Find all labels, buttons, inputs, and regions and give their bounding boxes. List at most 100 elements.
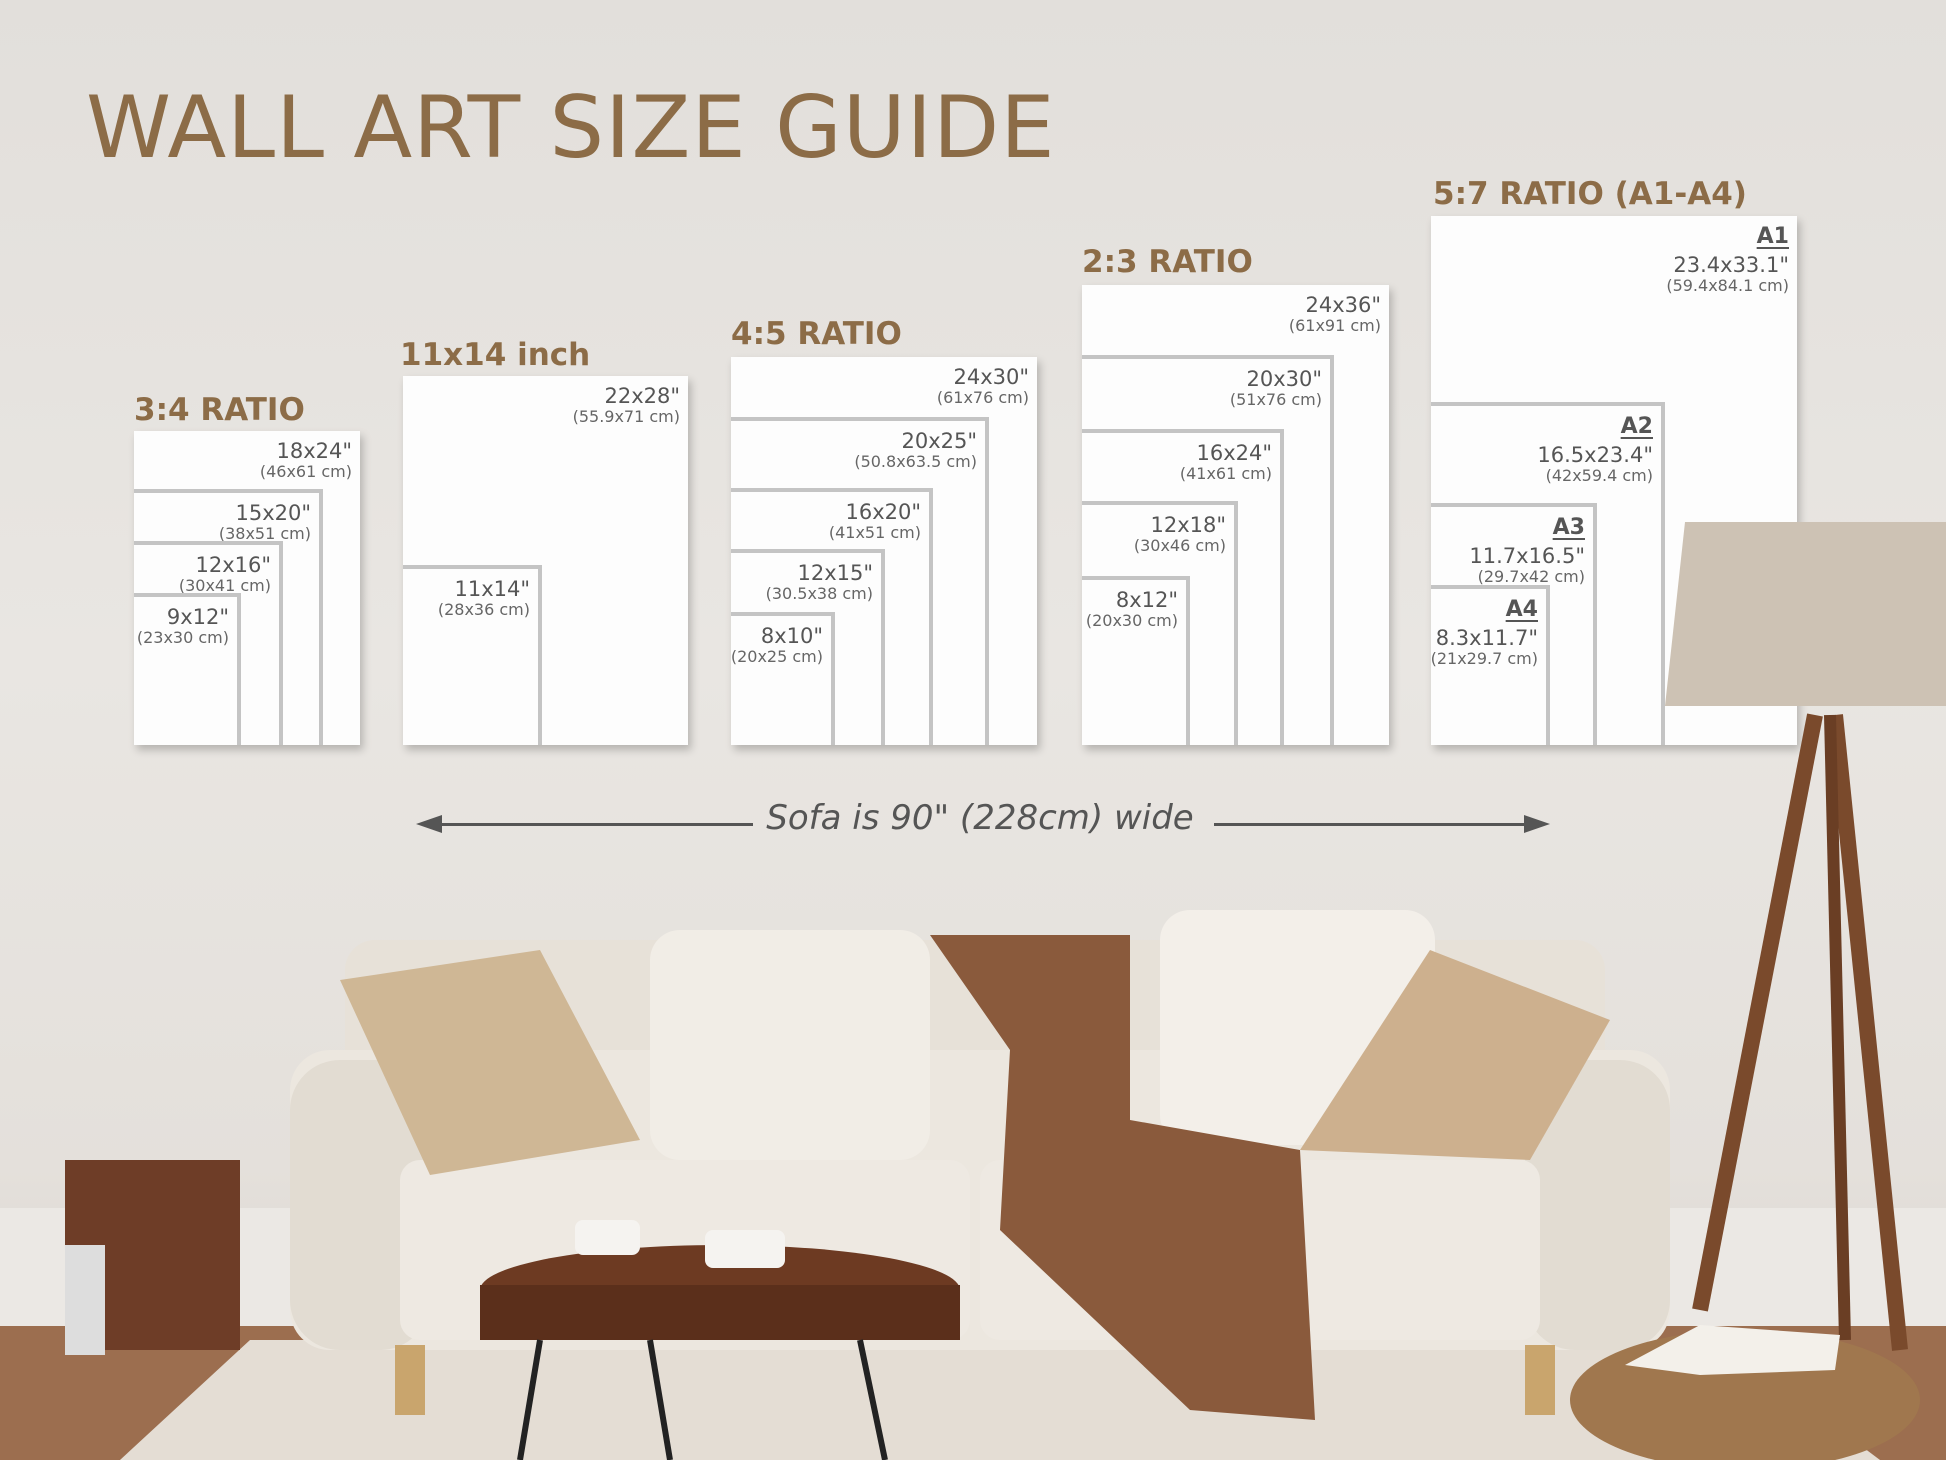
size-cm: (61x76 cm) <box>936 388 1029 408</box>
size-cm: (30x46 cm) <box>1133 536 1226 556</box>
size-label: A2 16.5x23.4" (42x59.4 cm) <box>1537 414 1653 486</box>
floor <box>0 1325 1946 1460</box>
pouf-icon <box>1570 1325 1920 1460</box>
size-inches: 20x25" <box>901 429 977 453</box>
size-inches: 9x12" <box>166 605 229 629</box>
size-cm: (41x61 cm) <box>1179 464 1272 484</box>
arrowhead-right <box>1524 815 1550 833</box>
group-label: 5:7 RATIO (A1-A4) <box>1433 176 1747 212</box>
size-frame: 22x28" (55.9x71 cm) <box>403 376 688 745</box>
sofa-icon <box>290 940 1670 1415</box>
size-label: 18x24" (46x61 cm) <box>260 439 352 482</box>
size-cm: (21x29.7 cm) <box>1430 649 1538 669</box>
size-frame: A2 16.5x23.4" (42x59.4 cm) <box>1431 402 1665 745</box>
size-frame: 12x15" (30.5x38 cm) <box>731 549 885 745</box>
size-cm: (20x30 cm) <box>1085 611 1178 631</box>
size-cm: (59.4x84.1 cm) <box>1666 276 1789 296</box>
magazine-rack-icon <box>65 1160 240 1355</box>
size-label: 22x28" (55.9x71 cm) <box>573 384 680 427</box>
size-inches: 23.4x33.1" <box>1673 253 1789 278</box>
size-frame: A4 8.3x11.7" (21x29.7 cm) <box>1431 585 1550 745</box>
group-label: 11x14 inch <box>400 337 591 373</box>
baseboard <box>0 1208 1946 1326</box>
size-inches: 18x24" <box>276 439 352 463</box>
size-inches: 11x14" <box>454 577 530 601</box>
size-frame: 12x16" (30x41 cm) <box>134 541 283 745</box>
size-frame: A3 11.7x16.5" (29.7x42 cm) <box>1431 503 1597 745</box>
paper-size-name: A2 <box>1620 414 1653 439</box>
size-label: 24x30" (61x76 cm) <box>937 365 1029 408</box>
size-frame: 11x14" (28x36 cm) <box>403 565 542 745</box>
size-label: A3 11.7x16.5" (29.7x42 cm) <box>1469 515 1585 587</box>
size-frame: 8x10" (20x25 cm) <box>731 612 835 745</box>
size-cm: (28x36 cm) <box>437 600 530 620</box>
group-label: 3:4 RATIO <box>134 392 305 428</box>
size-label: 16x24" (41x61 cm) <box>1180 441 1272 484</box>
size-frame: 20x25" (50.8x63.5 cm) <box>731 417 989 745</box>
size-label: 20x30" (51x76 cm) <box>1230 367 1322 410</box>
paper-size-name: A3 <box>1552 515 1585 540</box>
size-label: A4 8.3x11.7" (21x29.7 cm) <box>1431 597 1538 669</box>
size-inches: 24x36" <box>1305 293 1381 317</box>
pillows-icon <box>340 910 1610 1175</box>
size-inches: 12x15" <box>797 561 873 585</box>
size-label: 8x10" (20x25 cm) <box>731 624 823 667</box>
size-cm: (38x51 cm) <box>218 524 311 544</box>
size-inches: 16x24" <box>1196 441 1272 465</box>
size-cm: (23x30 cm) <box>136 628 229 648</box>
size-inches: 22x28" <box>604 384 680 408</box>
arrowhead-left <box>416 815 442 833</box>
size-label: 20x25" (50.8x63.5 cm) <box>854 429 977 472</box>
size-label: 12x18" (30x46 cm) <box>1134 513 1226 556</box>
size-cm: (30.5x38 cm) <box>765 584 873 604</box>
page-title: WALL ART SIZE GUIDE <box>86 78 1056 178</box>
size-label: 11x14" (28x36 cm) <box>438 577 530 620</box>
size-cm: (55.9x71 cm) <box>572 407 680 427</box>
size-cm: (42x59.4 cm) <box>1545 466 1653 486</box>
size-label: 12x15" (30.5x38 cm) <box>766 561 873 604</box>
size-cm: (41x51 cm) <box>828 523 921 543</box>
size-inches: 24x30" <box>953 365 1029 389</box>
size-inches: 20x30" <box>1246 367 1322 391</box>
sofa-width-note: Sofa is 90" (228cm) wide <box>766 798 1194 838</box>
size-inches: 16x20" <box>845 500 921 524</box>
size-frame: 9x12" (23x30 cm) <box>134 593 241 745</box>
size-frame: 8x12" (20x30 cm) <box>1082 576 1190 745</box>
size-inches: 12x18" <box>1150 513 1226 537</box>
size-inches: 16.5x23.4" <box>1537 443 1653 468</box>
rug <box>120 1340 1880 1460</box>
paper-size-name: A4 <box>1505 597 1538 622</box>
throw-blanket-icon <box>930 935 1315 1420</box>
size-frame: 16x24" (41x61 cm) <box>1082 429 1284 745</box>
size-frame: 20x30" (51x76 cm) <box>1082 355 1334 745</box>
size-inches: 12x16" <box>195 553 271 577</box>
size-inches: 11.7x16.5" <box>1469 544 1585 569</box>
size-cm: (46x61 cm) <box>259 462 352 482</box>
size-frame: 15x20" (38x51 cm) <box>134 489 323 745</box>
size-label: 16x20" (41x51 cm) <box>829 500 921 543</box>
size-cm: (30x41 cm) <box>178 576 271 596</box>
group-label: 4:5 RATIO <box>731 316 902 352</box>
size-frame: 12x18" (30x46 cm) <box>1082 501 1238 745</box>
arrow-right-icon <box>1214 823 1540 826</box>
arrow-left-icon <box>425 823 753 826</box>
size-label: 9x12" (23x30 cm) <box>137 605 229 648</box>
size-inches: 8x12" <box>1115 588 1178 612</box>
size-label: 15x20" (38x51 cm) <box>219 501 311 544</box>
size-cm: (50.8x63.5 cm) <box>854 452 977 472</box>
size-frame: 16x20" (41x51 cm) <box>731 488 933 745</box>
size-cm: (20x25 cm) <box>730 647 823 667</box>
size-label: 8x12" (20x30 cm) <box>1086 588 1178 631</box>
size-label: A1 23.4x33.1" (59.4x84.1 cm) <box>1666 224 1789 296</box>
paper-size-name: A1 <box>1756 224 1789 249</box>
size-label: 24x36" (61x91 cm) <box>1289 293 1381 336</box>
group-label: 2:3 RATIO <box>1082 244 1253 280</box>
size-cm: (29.7x42 cm) <box>1477 567 1585 587</box>
size-cm: (51x76 cm) <box>1229 390 1322 410</box>
size-inches: 8x10" <box>760 624 823 648</box>
size-inches: 8.3x11.7" <box>1435 626 1538 651</box>
size-inches: 15x20" <box>235 501 311 525</box>
size-cm: (61x91 cm) <box>1288 316 1381 336</box>
size-label: 12x16" (30x41 cm) <box>179 553 271 596</box>
coffee-table-icon <box>480 1220 960 1460</box>
